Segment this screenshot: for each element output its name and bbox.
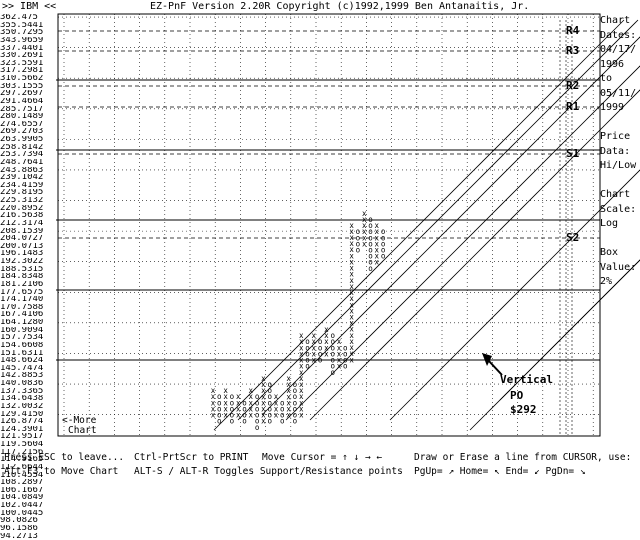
- info-line: Log: [600, 217, 640, 232]
- o-box: o: [305, 362, 310, 371]
- info-line: Hi/Low: [600, 159, 640, 174]
- info-line: Scale:: [600, 203, 640, 218]
- info-line: 1996: [600, 58, 640, 73]
- o-box: o: [267, 417, 272, 426]
- x-box: x: [223, 411, 228, 420]
- o-box: o: [255, 423, 260, 432]
- o-box: o: [330, 368, 335, 377]
- pnf-chart[interactable]: R4R3R2R1S1S2xxxxxoooooxxxxxoooooxxxxoooo…: [0, 0, 640, 438]
- x-box: x: [362, 239, 367, 248]
- o-box: o: [356, 245, 361, 254]
- info-line: Chart: [600, 14, 640, 29]
- o-box: o: [242, 417, 247, 426]
- price-label: 108.2897: [0, 479, 58, 487]
- o-box: o: [381, 252, 386, 261]
- info-line: Dates:: [600, 29, 640, 44]
- sr-label: S1: [566, 147, 580, 160]
- o-box: o: [230, 417, 235, 426]
- o-box: o: [280, 417, 285, 426]
- more-chart-label-2: Chart: [62, 426, 97, 436]
- price-label: 106.1667: [0, 487, 58, 495]
- price-label: 98.0826: [0, 517, 58, 525]
- info-line: [600, 232, 640, 247]
- o-box: o: [368, 264, 373, 273]
- move-cursor-hint: Move Cursor = ↑ ↓ → ←: [262, 452, 382, 463]
- print-hint: Ctrl-PrtScr to PRINT: [134, 452, 248, 463]
- info-line: Value:: [600, 261, 640, 276]
- info-line: 2%: [600, 275, 640, 290]
- annotation-text: PO: [510, 389, 524, 402]
- x-box: x: [349, 355, 354, 364]
- o-box: o: [318, 356, 323, 365]
- pg-keys-hint: PgUp= ↗ Home= ↖ End= ↙ PgDn= ↘: [414, 466, 586, 477]
- x-box: x: [375, 258, 380, 267]
- info-line: 05/11/: [600, 87, 640, 102]
- info-line: Chart: [600, 188, 640, 203]
- info-line: [600, 116, 640, 131]
- info-line: 1999: [600, 101, 640, 116]
- x-box: x: [261, 417, 266, 426]
- price-label: 100.0445: [0, 510, 58, 518]
- sr-label: R4: [566, 24, 580, 37]
- info-line: Data:: [600, 145, 640, 160]
- move-chart-hint: Alt-F3 to Move Chart: [4, 466, 118, 477]
- o-box: o: [343, 362, 348, 371]
- price-label: 104.0849: [0, 494, 58, 502]
- more-chart-button[interactable]: <-More Chart: [62, 416, 97, 436]
- o-box: o: [217, 417, 222, 426]
- o-box: o: [293, 417, 298, 426]
- footer-help: Press ESC to leave... Ctrl-PrtScr to PRI…: [0, 438, 640, 480]
- x-box: x: [236, 411, 241, 420]
- info-line: Price: [600, 130, 640, 145]
- x-box: x: [274, 411, 279, 420]
- price-label: 96.1586: [0, 525, 58, 533]
- annotation-text: Vertical: [500, 373, 553, 386]
- toggle-sr-hint: ALT-S / ALT-R Toggles Support/Resistance…: [134, 466, 403, 477]
- x-box: x: [249, 411, 254, 420]
- esc-hint: Press ESC to leave...: [4, 452, 124, 463]
- price-label: 94.2713: [0, 533, 58, 540]
- x-box: x: [286, 411, 291, 420]
- x-box: x: [299, 411, 304, 420]
- sr-label: R3: [566, 44, 579, 57]
- x-box: x: [337, 362, 342, 371]
- sr-label: R1: [566, 100, 580, 113]
- info-line: to: [600, 72, 640, 87]
- price-label: 102.0447: [0, 502, 58, 510]
- x-box: x: [312, 356, 317, 365]
- trend-line: [214, 20, 624, 430]
- x-box: x: [211, 411, 216, 420]
- x-box: x: [324, 349, 329, 358]
- info-line: 04/17/: [600, 43, 640, 58]
- annotation-text: $292: [510, 403, 537, 416]
- draw-hint: Draw or Erase a line from CURSOR, use:: [414, 452, 631, 463]
- info-line: Box: [600, 246, 640, 261]
- info-line: [600, 174, 640, 189]
